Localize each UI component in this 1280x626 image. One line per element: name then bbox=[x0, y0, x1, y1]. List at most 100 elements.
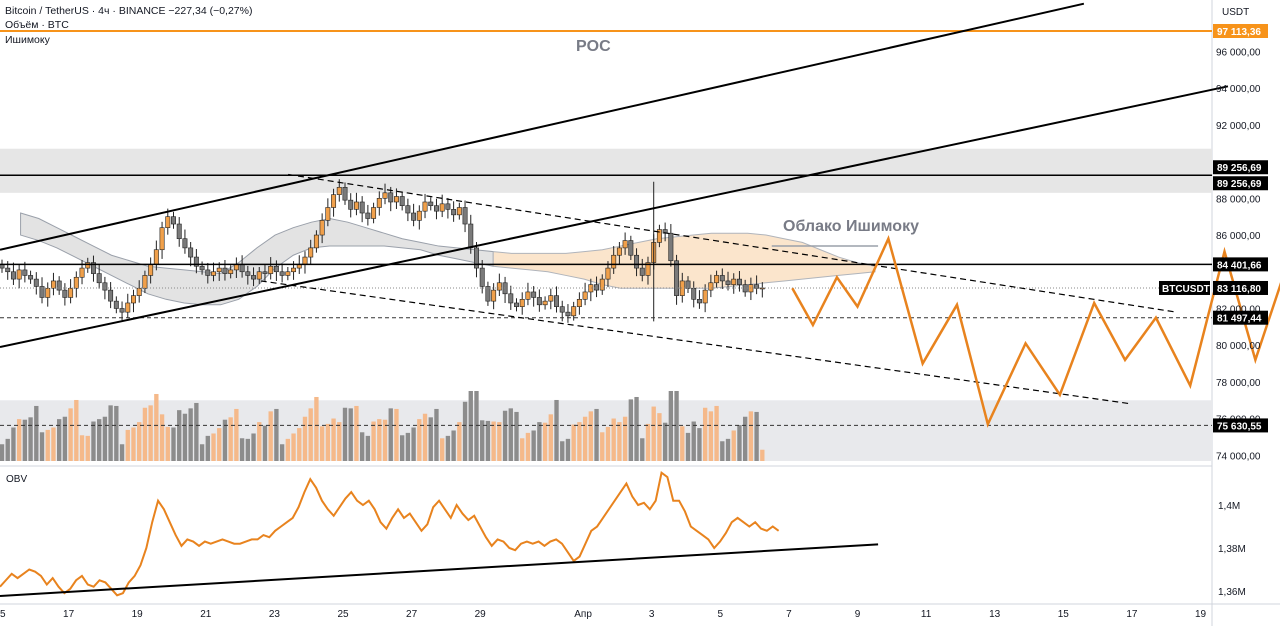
price-axis-tick: 88 000,00 bbox=[1216, 194, 1261, 205]
price-tag: 81 497,44 bbox=[1213, 310, 1268, 325]
volume-bar bbox=[228, 417, 233, 461]
volume-bar bbox=[405, 432, 411, 461]
candle-body bbox=[536, 297, 542, 306]
candle-body bbox=[302, 256, 308, 265]
volume-bar bbox=[194, 402, 199, 461]
candle-body bbox=[525, 291, 531, 300]
candle-body bbox=[251, 275, 257, 280]
candle-body bbox=[171, 216, 176, 225]
candle-body bbox=[714, 275, 720, 284]
volume-bar bbox=[188, 408, 193, 461]
candle bbox=[153, 240, 159, 271]
candle bbox=[479, 260, 485, 294]
symbol-tag-label: BTCUSDT bbox=[1162, 284, 1210, 295]
volume-bar bbox=[577, 422, 582, 461]
volume-bar bbox=[62, 416, 68, 461]
volume-bar bbox=[394, 408, 399, 461]
price-axis[interactable]: 1,4M 1,38M 1,36M USDT 96 000,00 94 000,00 92 0… bbox=[1159, 7, 1268, 598]
candle-body bbox=[719, 275, 725, 282]
candlestick-series[interactable] bbox=[0, 179, 765, 323]
candle-body bbox=[622, 240, 628, 249]
candle bbox=[28, 270, 34, 284]
volume-bar bbox=[245, 438, 250, 461]
candle-body bbox=[50, 280, 56, 289]
price-tag-box bbox=[1213, 24, 1268, 38]
candle bbox=[353, 192, 359, 216]
candle-body bbox=[119, 308, 125, 313]
candle-body bbox=[616, 247, 622, 256]
volume-bar bbox=[354, 405, 359, 461]
time-axis-tick: 29 bbox=[475, 609, 487, 620]
volume-indicator-label[interactable]: Объём · BTC bbox=[5, 19, 69, 31]
candle bbox=[411, 203, 417, 227]
trend-lines[interactable] bbox=[0, 2, 1229, 426]
candle-body bbox=[588, 284, 594, 293]
candle-body bbox=[479, 267, 485, 287]
time-axis[interactable]: 15 17 19 21 23 25 27 29 Апр 3 5 7 9 11 13 15 17 19 bbox=[0, 609, 1206, 620]
candle-body bbox=[422, 201, 428, 212]
candle-body bbox=[245, 271, 251, 276]
volume-bar bbox=[617, 422, 622, 461]
candle bbox=[308, 239, 314, 265]
volume-bar bbox=[239, 438, 245, 461]
volume-bar bbox=[720, 441, 725, 461]
volume-bar bbox=[725, 438, 731, 461]
candle bbox=[371, 202, 377, 224]
volume-bar bbox=[708, 411, 714, 461]
ichimoku-cloud-segment bbox=[20, 212, 494, 306]
candle bbox=[531, 286, 537, 307]
candle bbox=[571, 301, 577, 321]
volume-bar bbox=[474, 391, 479, 461]
volume-bar bbox=[0, 444, 5, 461]
volume-bar bbox=[74, 399, 79, 461]
candle bbox=[496, 273, 502, 296]
candle-body bbox=[668, 232, 674, 262]
candle bbox=[542, 296, 548, 310]
price-tag-box bbox=[1213, 310, 1268, 325]
volume-bar bbox=[45, 429, 50, 461]
candle bbox=[645, 256, 651, 285]
ichimoku-indicator-label[interactable]: Ишимоку bbox=[5, 34, 50, 46]
candle bbox=[268, 257, 274, 280]
candle bbox=[228, 265, 234, 279]
symbol-header[interactable]: Bitcoin / TetherUS · 4ч · BINANCE −227,3… bbox=[5, 5, 253, 17]
candle-body bbox=[496, 282, 502, 291]
volume-bar bbox=[714, 405, 719, 461]
volume-bar bbox=[365, 435, 371, 461]
candle-body bbox=[148, 264, 154, 276]
candle bbox=[502, 276, 508, 303]
volume-bar bbox=[165, 426, 170, 461]
candle-body bbox=[656, 229, 662, 243]
candle-body bbox=[165, 216, 171, 228]
candle-body bbox=[514, 302, 519, 307]
candle-body bbox=[182, 238, 188, 249]
candle bbox=[50, 272, 56, 296]
volume-bar bbox=[119, 444, 125, 461]
price-tag: 97 113,36 bbox=[1213, 24, 1268, 38]
candle-body bbox=[571, 306, 577, 317]
candle-body bbox=[73, 276, 79, 289]
volume-bar bbox=[760, 449, 765, 461]
volume-bar bbox=[399, 435, 405, 461]
candle-body bbox=[268, 265, 274, 274]
volume-bar bbox=[222, 419, 228, 461]
candle-body bbox=[176, 223, 182, 240]
candle bbox=[393, 188, 399, 209]
candle-body bbox=[742, 284, 748, 293]
candle-body bbox=[68, 287, 74, 298]
forecast-path[interactable] bbox=[791, 178, 1280, 428]
volume-bar bbox=[79, 435, 85, 461]
candle bbox=[656, 224, 662, 248]
candle bbox=[599, 274, 605, 295]
volume-bar bbox=[388, 408, 393, 461]
candle-body bbox=[594, 284, 600, 291]
candle-body bbox=[582, 291, 588, 300]
volume-bar bbox=[108, 405, 113, 461]
volume-bar bbox=[22, 419, 28, 461]
candle bbox=[125, 293, 131, 319]
candle bbox=[256, 266, 262, 284]
candle bbox=[216, 262, 222, 281]
volume-bar bbox=[737, 425, 742, 461]
